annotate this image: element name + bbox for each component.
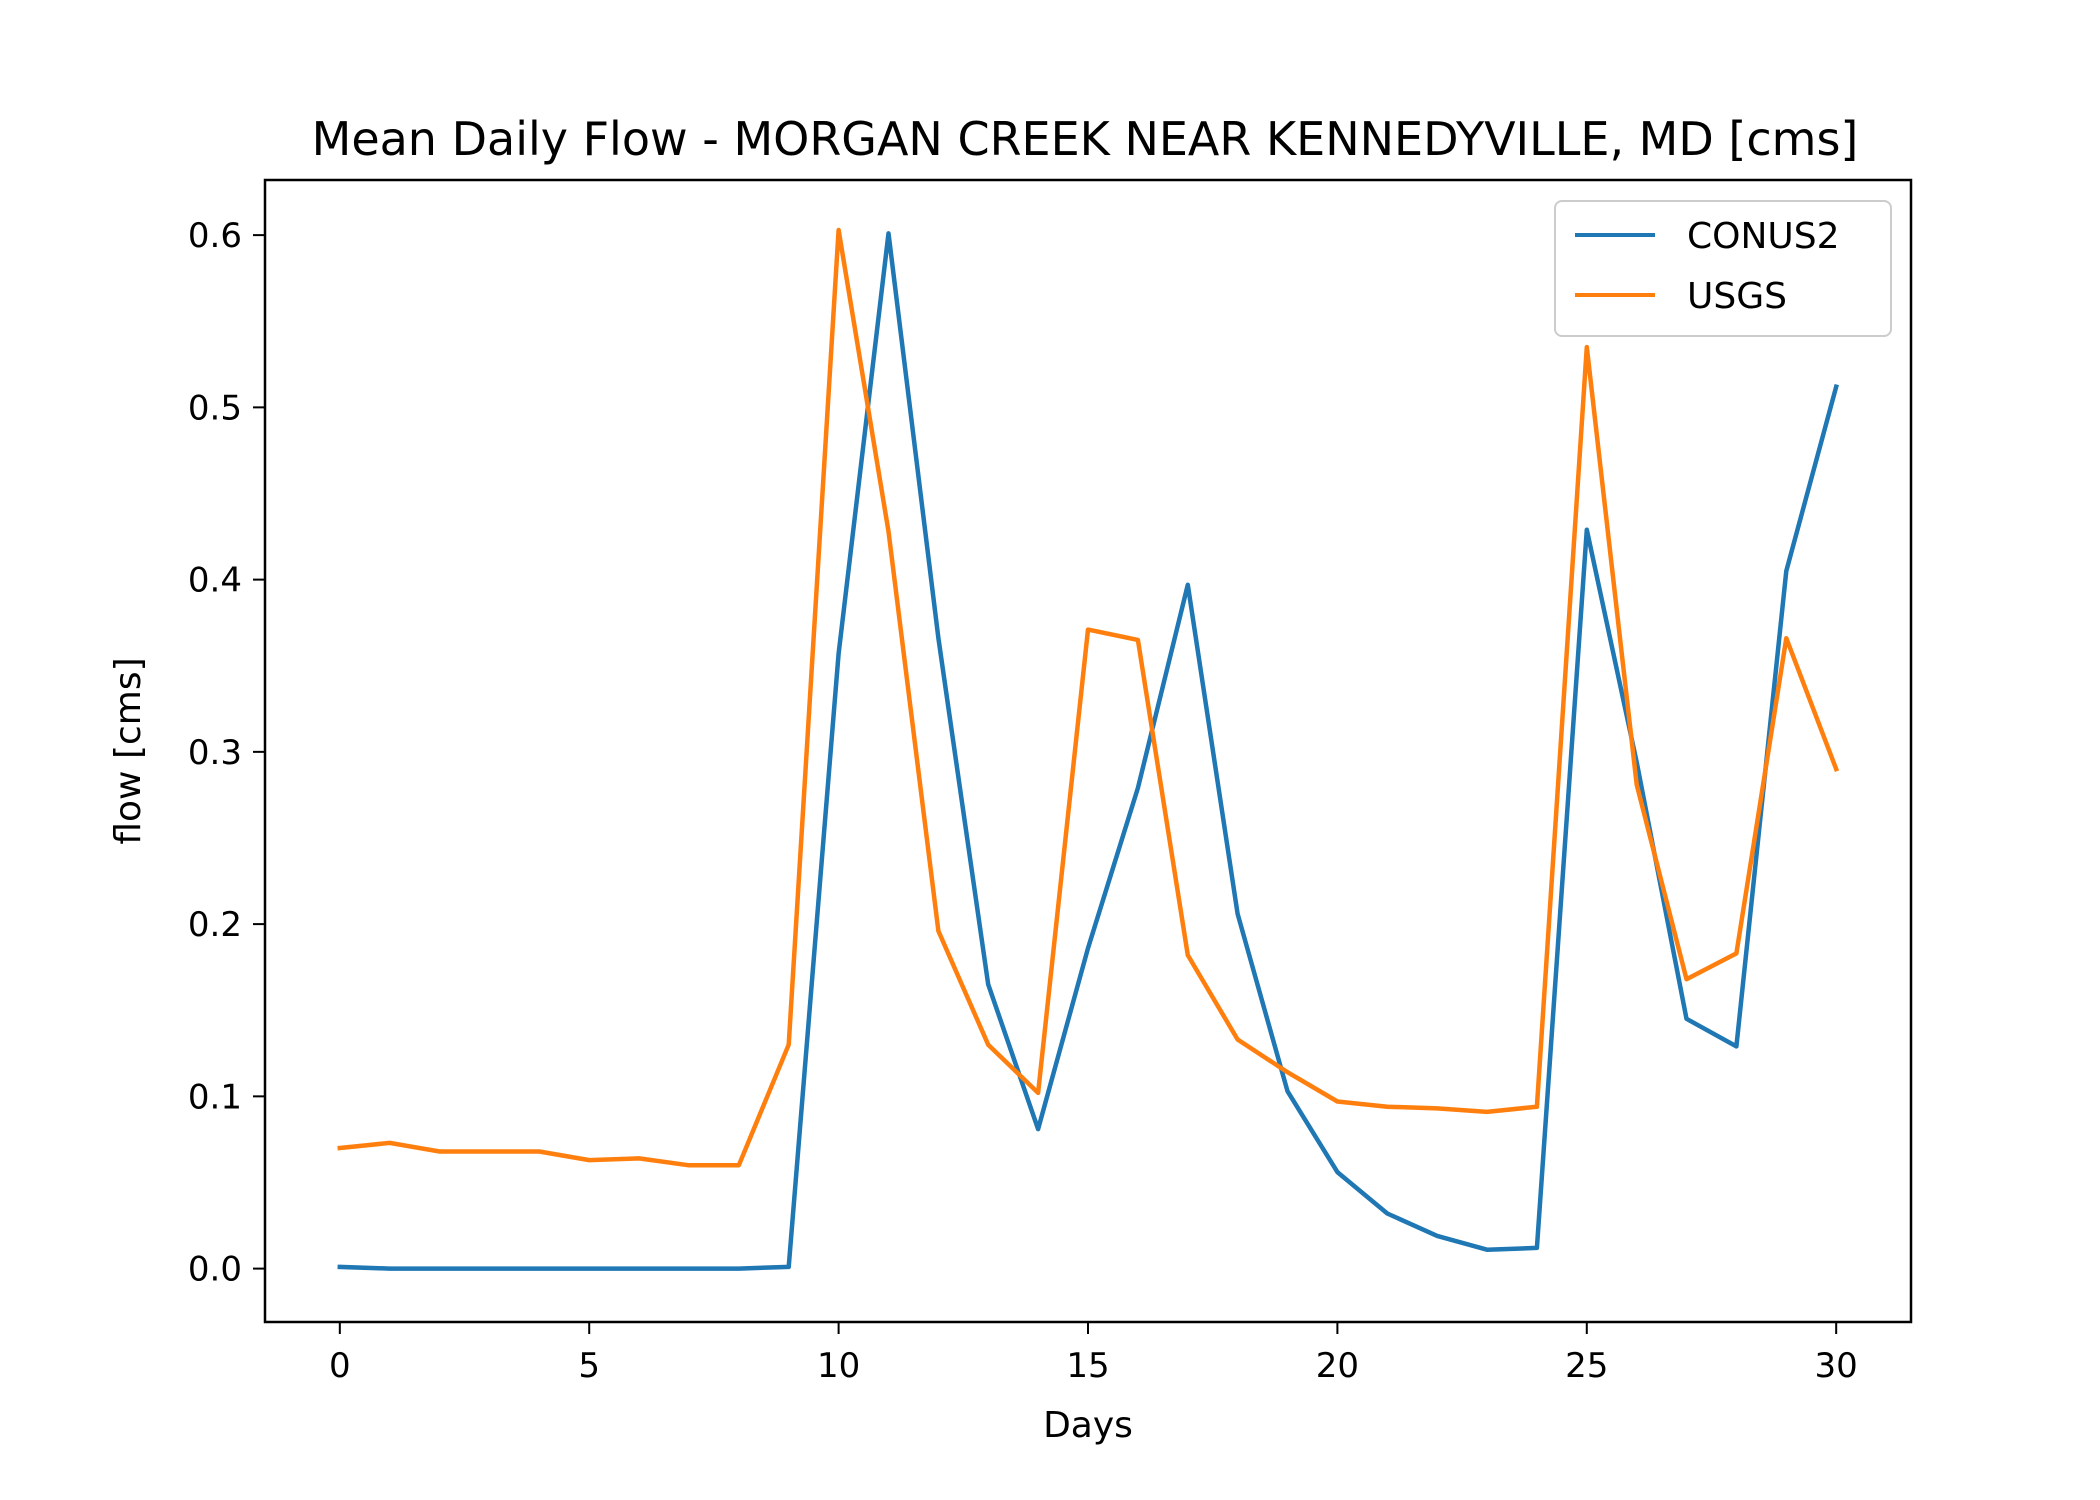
y-axis-label: flow [cms] — [108, 657, 149, 844]
y-tick-label: 0.0 — [188, 1250, 242, 1290]
y-tick-label: 0.3 — [188, 733, 242, 773]
y-axis-ticks: 0.0 0.1 0.2 0.3 0.4 0.5 0.6 — [188, 216, 265, 1290]
x-axis-ticks: 0 5 10 15 20 25 30 — [329, 1322, 1858, 1386]
y-tick-label: 0.2 — [188, 905, 242, 945]
y-tick-label: 0.5 — [188, 388, 242, 428]
x-axis-label: Days — [1043, 1405, 1133, 1446]
y-tick-label: 0.4 — [188, 561, 242, 601]
y-tick-label: 0.1 — [188, 1077, 242, 1117]
x-tick-label: 10 — [817, 1346, 860, 1386]
series-line-conus2 — [337, 231, 1839, 1271]
legend-label-conus2: CONUS2 — [1687, 216, 1840, 257]
legend-label-usgs: USGS — [1687, 276, 1787, 317]
x-tick-label: 25 — [1565, 1346, 1608, 1386]
x-tick-label: 20 — [1316, 1346, 1359, 1386]
legend: CONUS2 USGS — [1554, 200, 1892, 337]
series-line-usgs — [337, 227, 1840, 1168]
x-tick-label: 30 — [1815, 1346, 1858, 1386]
x-tick-label: 5 — [578, 1346, 600, 1386]
x-tick-label: 15 — [1066, 1346, 1109, 1386]
chart-title: Mean Daily Flow - MORGAN CREEK NEAR KENN… — [312, 112, 1859, 166]
series-layer — [337, 227, 1840, 1271]
y-tick-label: 0.6 — [188, 216, 242, 256]
x-tick-label: 0 — [329, 1346, 351, 1386]
